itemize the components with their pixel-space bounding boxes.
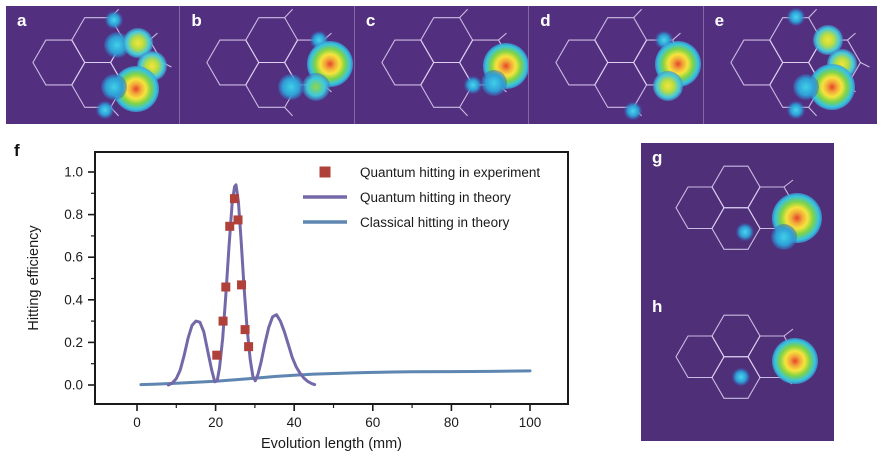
heatmap-blob-mid-yellow (652, 71, 683, 102)
series-quantum-experiment-point (233, 215, 243, 225)
figure-panel-c: c (353, 6, 529, 124)
y-axis-tick-label: 0.0 (64, 378, 83, 393)
figure-top-strip: a b c d e (6, 6, 878, 124)
hexagon-cell (711, 165, 761, 209)
panel-letter-e: e (714, 11, 725, 30)
heatmap-blob-small-cyan (104, 11, 123, 30)
lattice-stub-edge (497, 32, 507, 41)
series-quantum-experiment-point (237, 280, 247, 290)
figure-panel-d: d (528, 6, 703, 124)
lattice-stub-edge (807, 106, 817, 117)
panel-letter-d: d (540, 11, 551, 30)
series-quantum-experiment-point (212, 350, 222, 360)
lattice-stub-edge (284, 8, 294, 19)
chart-panel-f: f 0 20 40 60 80 100 0.0 0.2 0.4 0.6 0.8 1.0 Evolutio… (0, 130, 640, 463)
y-axis-tick-label: 0.8 (64, 207, 83, 222)
series-quantum-experiment-point (225, 221, 235, 231)
panel-letter-a: a (17, 11, 27, 30)
legend-marker-experiment (319, 166, 331, 178)
hitting-efficiency-chart: 0 20 40 60 80 100 0.0 0.2 0.4 0.6 0.8 1.0 Evolution … (26, 151, 569, 452)
heatmap-blob-mid-cyan (278, 74, 305, 101)
x-axis-tick-label: 40 (287, 415, 302, 430)
hexagon-cell (32, 39, 86, 86)
x-axis-tick-label: 20 (208, 415, 223, 430)
hexagon-cell (555, 39, 609, 86)
figure-panel-a: a (6, 6, 180, 124)
lattice-stub-edge (846, 32, 856, 41)
legend-label: Quantum hitting in experiment (360, 165, 540, 180)
lattice-stub-edge (459, 8, 468, 19)
heatmap-blob-small-cyan (732, 367, 751, 386)
lattice-stub-edge (807, 8, 817, 19)
x-axis-label: Evolution length (mm) (261, 436, 402, 452)
hexagon-cell (711, 314, 761, 358)
hexagon-cell (675, 335, 725, 379)
lattice-stub-edge (633, 8, 643, 19)
hexagon-cell (245, 17, 299, 64)
hexagon-cell (675, 186, 725, 230)
lattice-stub-edge (783, 179, 794, 188)
lattice-stub-edge (459, 106, 468, 117)
series-quantum-experiment-point (244, 342, 254, 352)
heatmap-blob-mid-cyan (100, 74, 127, 101)
series-quantum-experiment-point (240, 325, 250, 335)
figure-panel-h: h (641, 292, 834, 441)
heatmap-blob-mid-cyan (792, 74, 819, 101)
figure-panel-b: b (179, 6, 354, 124)
heatmap-blob-big-red (772, 337, 819, 384)
figure-panel-g: g (641, 143, 834, 292)
x-axis-tick-label: 100 (519, 415, 542, 430)
hexagon-cell (729, 39, 783, 86)
series-quantum-experiment-point (221, 282, 231, 292)
series-quantum-experiment-point (229, 194, 239, 204)
hexagon-cell (381, 39, 435, 86)
panel-letter-c: c (365, 11, 376, 30)
x-axis-tick-label: 0 (133, 415, 141, 430)
lattice-stub-edge (284, 106, 294, 117)
lattice-stub-edge (859, 62, 870, 68)
panel-letter-b: b (191, 11, 202, 30)
heatmap-blob-small-cyan (786, 7, 805, 26)
hexagon-cell (206, 39, 260, 86)
x-axis-tick-label: 80 (444, 415, 459, 430)
lattice-stub-edge (672, 32, 682, 41)
heatmap-blob-small-cyan (786, 100, 805, 119)
heatmap-blob-small-cyan (624, 102, 643, 121)
heatmap-blob-mid-cyan (770, 223, 797, 250)
figure-panel-e: e (702, 6, 878, 124)
y-axis-tick-label: 0.4 (64, 292, 83, 307)
series-classical-theory (139, 369, 532, 387)
heatmap-blob-small-cyan (736, 223, 755, 242)
y-axis-tick-label: 0.6 (64, 250, 83, 265)
y-axis-tick-label: 0.2 (64, 335, 83, 350)
x-axis-tick-label: 60 (365, 415, 380, 430)
panel-letter-h: h (652, 297, 663, 316)
heatmap-blob-mid-green (301, 73, 330, 102)
series-quantum-experiment-point (218, 316, 228, 326)
hexagon-cell (419, 17, 474, 64)
heatmap-blob-mid-cyan (480, 69, 507, 96)
y-axis-label: Hitting efficiency (26, 225, 42, 331)
legend-label: Quantum hitting in theory (360, 190, 511, 205)
lattice-stub-edge (783, 328, 794, 337)
hexagon-cell (594, 17, 648, 64)
panel-letter-g: g (652, 148, 663, 167)
panel-letter-f: f (14, 141, 20, 160)
y-axis-tick-label: 1.0 (64, 165, 83, 180)
legend-label: Classical hitting in theory (360, 215, 510, 230)
heatmap-blob-small-cyan (463, 76, 482, 95)
heatmap-blob-small-cyan (95, 100, 114, 119)
hexagon-cell (594, 61, 648, 108)
